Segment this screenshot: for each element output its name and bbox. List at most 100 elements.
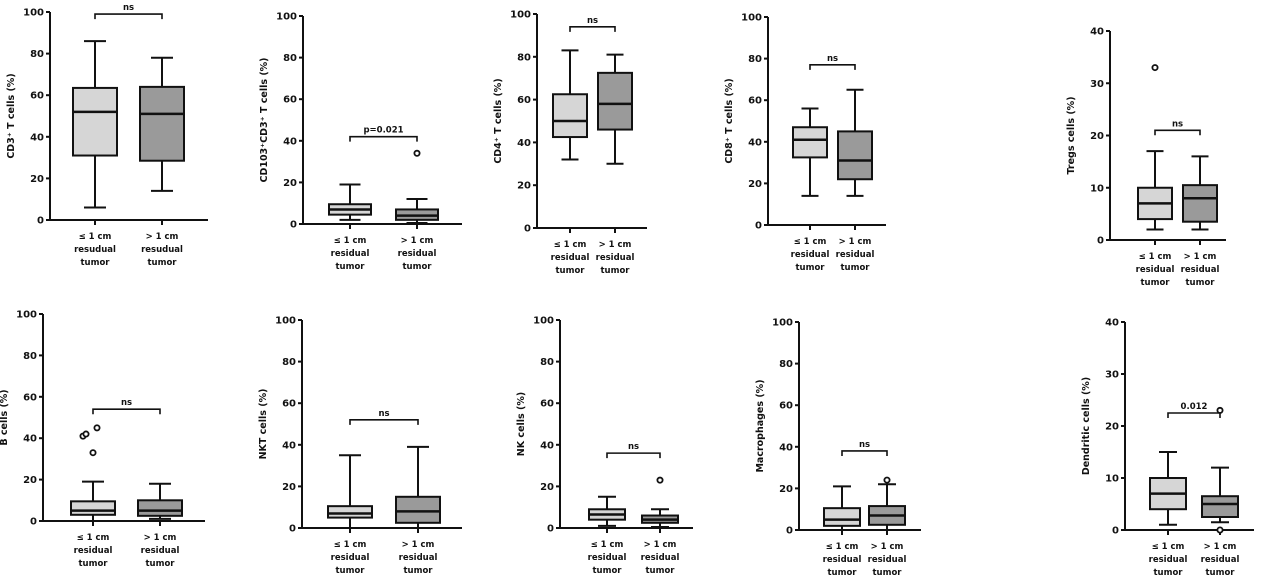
y-tick-label: 20 [1090,131,1104,142]
y-axis-label: B cells (%) [0,389,10,445]
y-axis-label: NK cells (%) [516,392,527,456]
y-axis-label: Macrophages (%) [755,379,766,472]
y-tick-label: 0 [755,221,762,232]
y-tick-label: 80 [540,357,554,368]
significance-label: ns [628,442,639,452]
y-tick-label: 80 [517,52,531,63]
outlier-point [1216,526,1224,534]
y-tick-label: 0 [524,224,531,235]
box [597,71,633,131]
panel-8: 0 20 40 60 80 100 NK cells (%) ≤ 1 cm residual tu… [516,316,693,576]
x-tick-label: > 1 cm residual tumor [1181,252,1220,288]
box [72,86,118,157]
box [837,130,873,181]
y-tick-label: 0 [786,526,793,537]
significance-bracket [841,450,888,456]
y-axis-label: Tregs cells (%) [1066,96,1077,174]
significance-bracket [1154,129,1201,136]
box [792,126,828,159]
y-tick-label: 60 [748,96,762,107]
y-tick-label: 40 [540,440,554,451]
x-tick-label: > 1 cm residual tumor [641,540,680,576]
box [823,507,861,527]
y-tick-label: 0 [1112,526,1119,537]
y-tick-label: 40 [748,137,762,148]
y-tick-label: 0 [547,524,554,535]
y-tick-label: 80 [748,54,762,65]
y-axis-label: CD103⁺CD3⁺ T cells (%) [259,57,270,182]
y-tick-label: 40 [517,138,531,149]
panel-7: 0 20 40 60 80 100 NKT cells (%) ≤ 1 cm residual t… [258,316,462,576]
y-tick-label: 20 [748,179,762,190]
x-tick-label: > 1 cm residual tumor [398,236,437,272]
y-tick-label: 40 [282,440,296,451]
y-tick-label: 100 [275,316,296,327]
significance-label: ns [123,3,134,13]
box [1201,495,1239,519]
y-tick-label: 100 [23,8,44,19]
y-tick-label: 20 [1105,422,1119,433]
significance-bracket [1167,412,1221,418]
y-tick-label: 20 [23,475,37,486]
significance-label: ns [121,398,132,408]
outlier-point [82,430,90,438]
y-tick-label: 10 [1090,183,1104,194]
panel-5: 0 10 20 30 40 Tregs cells (%) ≤ 1 cm residual tu… [1066,27,1226,288]
x-tick-label: ≤ 1 cm residual tumor [551,240,590,276]
x-tick-label: ≤ 1 cm resudual tumor [74,232,116,268]
significance-label: ns [827,54,838,64]
y-tick-label: 60 [283,95,297,106]
significance-label: ns [378,409,389,419]
box [137,499,183,517]
y-tick-label: 20 [30,174,44,185]
x-tick-label: > 1 cm residual tumor [868,542,907,578]
y-tick-label: 0 [30,517,37,528]
y-tick-label: 0 [290,220,297,231]
significance-label: 0.012 [1181,402,1208,412]
x-tick-label: > 1 cm residual tumor [1201,542,1240,578]
x-tick-label: ≤ 1 cm residual tumor [1149,542,1188,578]
y-tick-label: 80 [30,49,44,60]
x-tick-label: ≤ 1 cm residual tumor [823,542,862,578]
outlier-point [1151,64,1159,72]
x-tick-label: > 1 cm residual tumor [836,237,875,273]
y-tick-label: 100 [276,12,297,23]
box [139,85,185,162]
panel-2: 0 20 40 60 80 100 CD103⁺CD3⁺ T cells (%) ≤ 1 cm… [259,12,462,272]
panel-4: 0 20 40 60 80 100 CD8⁺ T cells (%) ≤ 1 cm residu… [724,13,886,273]
y-tick-label: 40 [283,136,297,147]
y-axis-label: CD8⁺ T cells (%) [724,78,735,163]
significance-bracket [349,135,418,142]
significance-label: p=0.021 [363,126,403,136]
y-tick-label: 60 [282,399,296,410]
outlier-point [413,149,421,157]
x-tick-label: ≤ 1 cm residual tumor [791,237,830,273]
y-tick-label: 20 [779,484,793,495]
box [70,500,116,516]
y-axis-label: CD4⁺ T cells (%) [493,78,504,163]
x-tick-label: ≤ 1 cm residual tumor [331,236,370,272]
x-tick-label: > 1 cm residual tumor [141,533,180,569]
panel-1: 0 20 40 60 80 100 CD3⁺ T cells (%) ≤ 1 cm resudu… [6,3,208,268]
y-axis-label: NKT cells (%) [258,389,269,460]
y-tick-label: 100 [510,10,531,21]
panel-3: 0 20 40 60 80 100 CD4⁺ T cells (%) ≤ 1 cm residu… [493,10,647,276]
x-tick-label: ≤ 1 cm residual tumor [74,533,113,569]
outlier-point [93,424,101,432]
significance-bracket [569,26,616,32]
y-tick-label: 60 [23,392,37,403]
significance-bracket [809,64,856,70]
box [552,93,588,139]
y-tick-label: 40 [1105,318,1119,329]
panel-6: 0 20 40 60 80 100 B cells (%) ≤ 1 cm residual tum… [0,310,205,569]
outlier-point [89,449,97,457]
y-tick-label: 20 [540,482,554,493]
y-tick-label: 60 [517,95,531,106]
x-tick-label: > 1 cm resudual tumor [141,232,183,268]
x-tick-label: ≤ 1 cm residual tumor [331,540,370,576]
significance-bracket [94,13,163,20]
panel-9: 0 20 40 60 80 100 Macrophages (%) ≤ 1 cm residua… [755,318,921,578]
y-tick-label: 20 [283,178,297,189]
y-tick-label: 80 [779,359,793,370]
